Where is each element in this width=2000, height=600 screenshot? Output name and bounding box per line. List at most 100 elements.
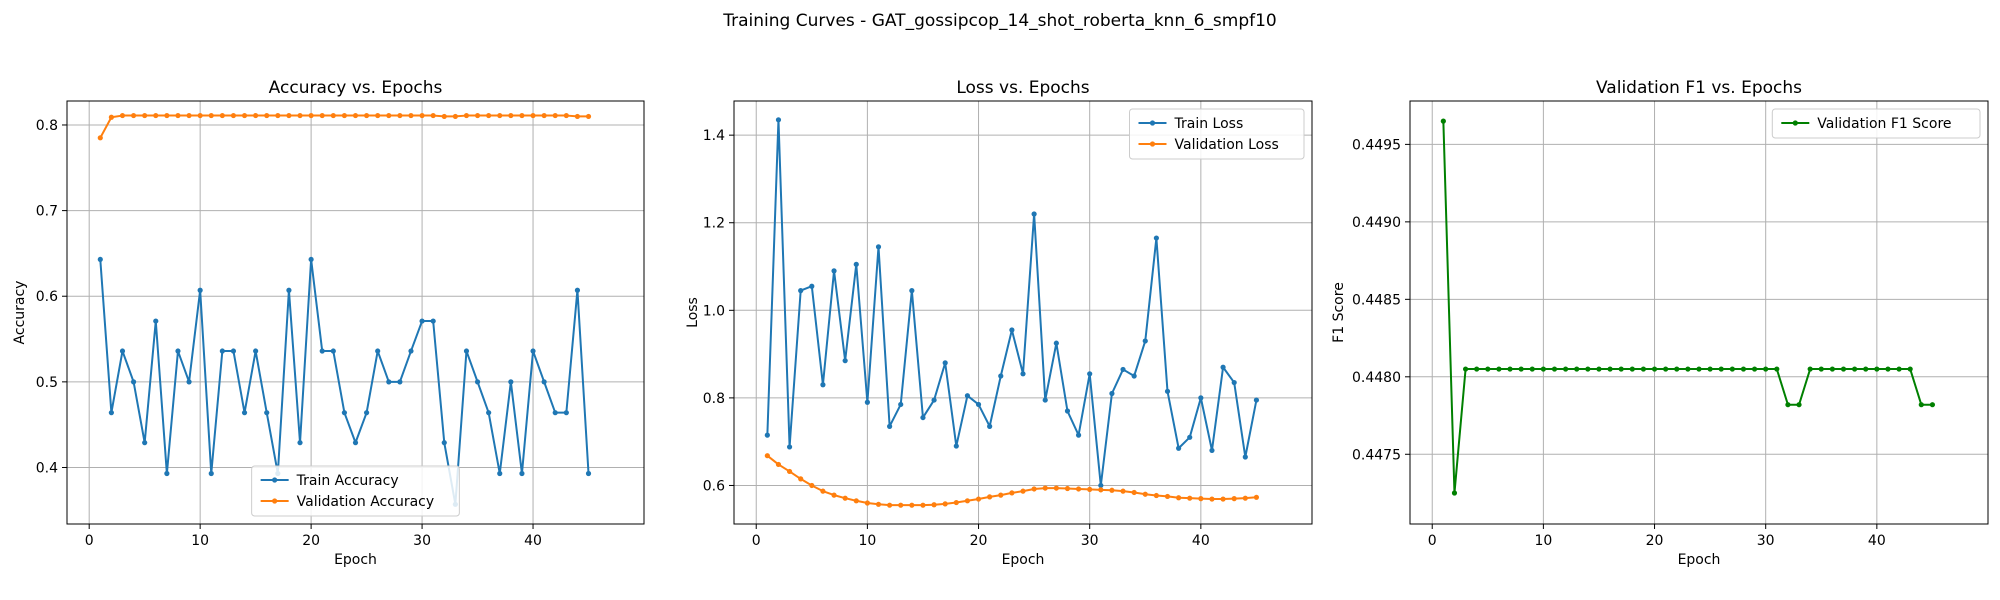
loss-ytick-label-1: 0.8 [703,391,725,407]
loss-series-0-point [975,401,982,408]
loss-series-0-point [764,432,770,438]
loss-xtick-label-1: 10 [858,533,876,549]
loss-xtick-label-0: 0 [752,533,761,549]
accuracy-series-0-point [253,348,259,354]
accuracy-series-1-point [253,112,259,119]
f1-series-0-point [1540,366,1546,372]
accuracy-chart: 0 10 20 30 40 0.4 0.5 0.6 0.7 0.8 Accuracy vs. Epo… [12,78,645,568]
loss-xtick-label-4: 40 [1192,533,1210,549]
loss-series-0-point [964,393,971,399]
loss-series-1-point [798,476,804,482]
loss-series-0-point [909,288,915,294]
loss-series-1-point [1064,485,1071,492]
f1-series-0-point [1474,366,1480,372]
f1-series-0-point [1885,366,1891,372]
accuracy-xtick-label-4: 40 [524,533,542,549]
f1-series-0-point [1485,366,1491,372]
accuracy-series-0-point [330,348,336,354]
accuracy-series-0-point [153,318,159,324]
f1-series-0-point [1451,490,1458,496]
loss-series-0-point [1120,366,1126,373]
loss-series-0-point [864,399,870,405]
accuracy-series-0-point [241,410,248,416]
accuracy-series-0-point [352,440,359,446]
loss-series-1-point [1053,485,1059,491]
loss-series-1-point [842,495,848,501]
f1-series-0-point [1774,366,1780,372]
accuracy-series-0-point [230,348,237,354]
accuracy-xtick-label-3: 30 [413,533,431,549]
accuracy-series-1-point [308,112,314,119]
loss-series-1-point [1220,496,1226,502]
accuracy-series-1-point [319,112,325,119]
accuracy-legend-label-1: Validation Accuracy [297,494,435,510]
loss-series-1-point [909,502,915,508]
accuracy-series-1-point [530,112,536,119]
accuracy-legend-marker-1 [272,498,278,504]
loss-legend-box [1129,108,1305,160]
loss-series-0-point [1087,371,1093,377]
accuracy-y-axis-label: Accuracy [12,281,28,345]
loss-series-1-point [1209,496,1215,502]
loss-series-1-point [809,482,815,489]
accuracy-series-0-point [386,379,392,385]
accuracy-series-0-point [142,440,148,446]
loss-series-0-point [875,244,882,250]
f1-series-0-point [1707,366,1713,372]
loss-series-1-point [1142,491,1148,497]
loss-series-0-point [798,288,804,294]
accuracy-series-1-point [419,112,425,119]
f1-y-axis-label: F1 Score [1331,282,1347,343]
loss-series-0-point [1253,397,1260,403]
accuracy-series-0-point [463,348,470,354]
loss-series-1-point [942,501,948,507]
loss-series-0-point [1231,379,1237,386]
loss-series-0-point [786,444,793,450]
f1-series-0-point [1629,366,1635,372]
loss-series-1-point [1009,490,1015,496]
loss-series-0-point [1176,445,1182,451]
accuracy-series-1-point [142,112,148,119]
loss-series-0-point [953,443,959,449]
accuracy-series-0-point [430,318,436,324]
loss-series-1-point [1164,493,1171,500]
loss-series-0-point [998,373,1004,379]
accuracy-series-0-point [308,256,314,263]
accuracy-series-0-point [341,410,348,416]
accuracy-series-1-point [541,112,547,119]
f1-series-0-point [1763,366,1769,372]
loss-ytick-label-3: 1.2 [703,216,725,232]
accuracy-series-0-point [563,410,569,416]
f1-xtick-label-0: 0 [1428,533,1437,549]
loss-series-1-point [1176,495,1182,501]
accuracy-series-1-point [486,112,492,119]
loss-legend-label-1: Validation Loss [1175,137,1279,153]
accuracy-series-0-point [97,256,103,263]
accuracy-series-0-point [286,287,292,293]
f1-series-0-point [1640,366,1647,372]
accuracy-series-1-point [574,113,581,120]
loss-series-0-point [1098,482,1104,489]
f1-xtick-label-2: 20 [1646,533,1664,549]
f1-chart: 0 10 20 30 40 0.4475 0.4480 0.4485 0.4490 0.4495 V… [1331,78,1989,568]
loss-xtick-label-3: 30 [1081,533,1099,549]
loss-series-1-point [1087,486,1093,493]
loss-series-0-point [1142,338,1148,344]
accuracy-series-1-point [175,112,181,119]
accuracy-series-1-point [197,112,203,119]
accuracy-series-1-point [441,113,447,120]
accuracy-series-1-point [430,112,436,119]
loss-xtick-label-2: 20 [970,533,988,549]
accuracy-series-0-point [530,348,536,354]
f1-legend: Validation F1 Score [1771,108,1981,139]
loss-series-0-point [1242,454,1248,460]
loss-legend: Train Loss Validation Loss [1129,108,1305,160]
f1-series-0-point [1585,366,1591,372]
loss-series-0-point [887,423,893,429]
f1-xtick-label-1: 10 [1534,533,1552,549]
f1-ytick-label-3: 0.4490 [1352,215,1401,231]
accuracy-series-0-point [552,410,558,416]
accuracy-series-0-point [408,348,414,354]
accuracy-legend-box [251,465,460,517]
f1-xtick-label-3: 30 [1757,533,1775,549]
